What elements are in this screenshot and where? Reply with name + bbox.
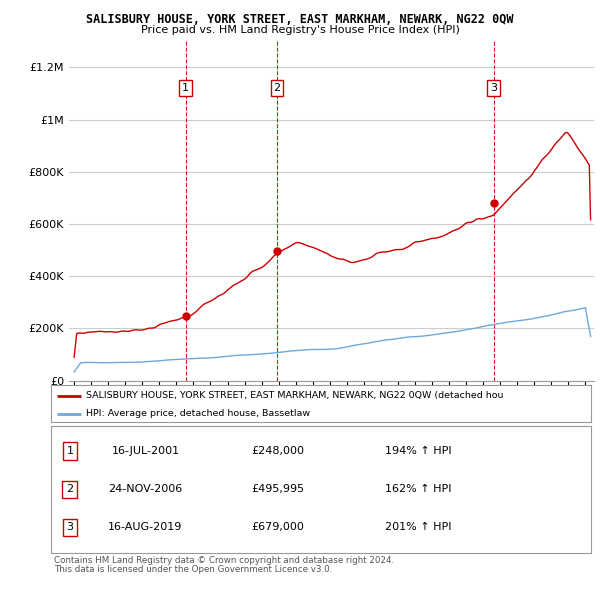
Text: HPI: Average price, detached house, Bassetlaw: HPI: Average price, detached house, Bass… bbox=[86, 409, 310, 418]
Text: £248,000: £248,000 bbox=[251, 447, 304, 456]
Text: 24-NOV-2006: 24-NOV-2006 bbox=[109, 484, 182, 494]
Text: This data is licensed under the Open Government Licence v3.0.: This data is licensed under the Open Gov… bbox=[54, 565, 332, 573]
Text: £679,000: £679,000 bbox=[251, 523, 304, 532]
Text: 201% ↑ HPI: 201% ↑ HPI bbox=[385, 523, 451, 532]
Text: Price paid vs. HM Land Registry's House Price Index (HPI): Price paid vs. HM Land Registry's House … bbox=[140, 25, 460, 35]
Text: 194% ↑ HPI: 194% ↑ HPI bbox=[385, 447, 452, 456]
Text: SALISBURY HOUSE, YORK STREET, EAST MARKHAM, NEWARK, NG22 0QW (detached hou: SALISBURY HOUSE, YORK STREET, EAST MARKH… bbox=[86, 391, 503, 400]
Text: 16-AUG-2019: 16-AUG-2019 bbox=[109, 523, 182, 532]
Text: SALISBURY HOUSE, YORK STREET, EAST MARKHAM, NEWARK, NG22 0QW: SALISBURY HOUSE, YORK STREET, EAST MARKH… bbox=[86, 13, 514, 26]
Text: 2: 2 bbox=[67, 484, 73, 494]
Text: 1: 1 bbox=[67, 447, 73, 456]
Text: 2: 2 bbox=[274, 83, 281, 93]
Text: 3: 3 bbox=[490, 83, 497, 93]
Text: 16-JUL-2001: 16-JUL-2001 bbox=[112, 447, 179, 456]
Text: 3: 3 bbox=[67, 523, 73, 532]
Text: 162% ↑ HPI: 162% ↑ HPI bbox=[385, 484, 451, 494]
Text: 1: 1 bbox=[182, 83, 189, 93]
Text: £495,995: £495,995 bbox=[251, 484, 304, 494]
Text: Contains HM Land Registry data © Crown copyright and database right 2024.: Contains HM Land Registry data © Crown c… bbox=[54, 556, 394, 565]
